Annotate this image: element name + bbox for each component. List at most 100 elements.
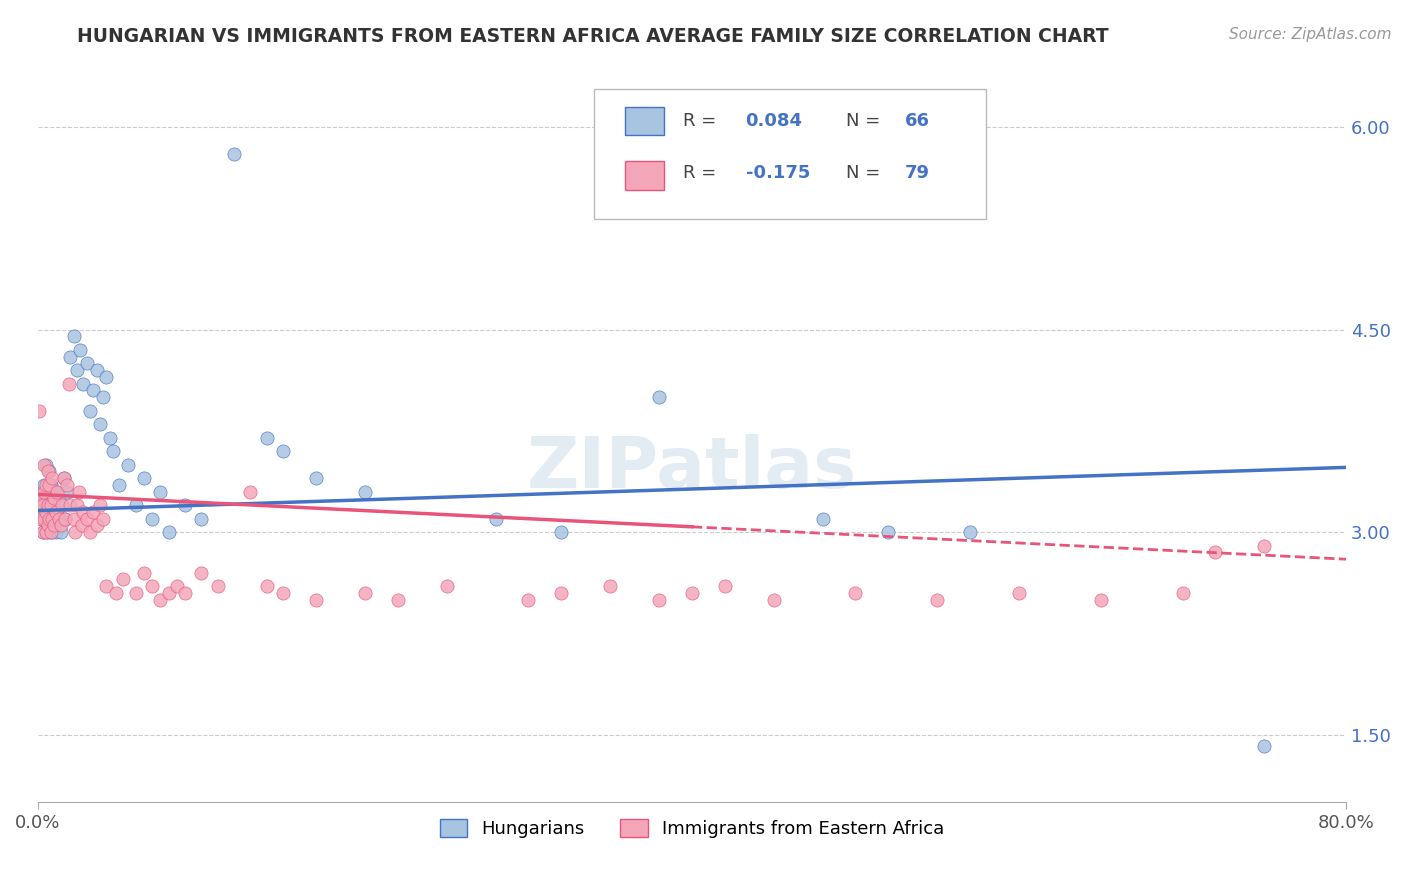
Point: [599, 579, 621, 593]
Point: [72, 376, 94, 391]
Point: [66, 363, 89, 377]
Point: [35, 505, 58, 519]
Point: [45, 505, 67, 519]
Point: [681, 586, 703, 600]
Point: [82, 505, 104, 519]
Bar: [626, 107, 665, 136]
Point: [39, 478, 62, 492]
Point: [927, 592, 949, 607]
Point: [256, 579, 278, 593]
Point: [58, 376, 80, 391]
Point: [72, 505, 94, 519]
Point: [35, 525, 58, 540]
Point: [56, 478, 79, 492]
Point: [67, 484, 90, 499]
Point: [157, 586, 180, 600]
Point: [648, 390, 671, 404]
Point: [648, 592, 671, 607]
Point: [42, 518, 65, 533]
Point: [30, 512, 52, 526]
Point: [38, 465, 60, 479]
Point: [30, 491, 52, 506]
Point: [31, 525, 53, 540]
Point: [877, 525, 900, 540]
Point: [353, 484, 375, 499]
Point: [91, 512, 114, 526]
Point: [1204, 545, 1226, 559]
Point: [96, 579, 118, 593]
Point: [157, 525, 180, 540]
Point: [51, 498, 73, 512]
Point: [30, 484, 52, 499]
Point: [37, 465, 59, 479]
Point: [39, 512, 62, 526]
Point: [1253, 739, 1275, 753]
Point: [256, 431, 278, 445]
Point: [1090, 592, 1112, 607]
Point: [38, 525, 60, 540]
Point: [37, 512, 59, 526]
Point: [111, 573, 134, 587]
Point: [49, 525, 72, 540]
Point: [41, 471, 63, 485]
Point: [1253, 539, 1275, 553]
Point: [62, 329, 84, 343]
Point: [32, 458, 55, 472]
Point: [550, 586, 572, 600]
Point: [149, 592, 172, 607]
Text: 0.084: 0.084: [745, 112, 803, 129]
Point: [132, 471, 155, 485]
Point: [959, 525, 981, 540]
Point: [37, 518, 59, 533]
Point: [141, 512, 163, 526]
Point: [65, 525, 87, 540]
Point: [91, 390, 114, 404]
Point: [45, 505, 67, 519]
Point: [79, 403, 101, 417]
Point: [39, 498, 62, 512]
Point: [125, 586, 148, 600]
Point: [713, 579, 735, 593]
Point: [41, 525, 63, 540]
FancyBboxPatch shape: [593, 89, 987, 219]
Point: [32, 505, 55, 519]
Text: N =: N =: [846, 163, 886, 182]
Point: [86, 518, 108, 533]
Point: [222, 147, 245, 161]
Point: [485, 512, 508, 526]
Point: [35, 478, 58, 492]
Point: [31, 525, 53, 540]
Point: [42, 491, 65, 506]
Text: Source: ZipAtlas.com: Source: ZipAtlas.com: [1229, 27, 1392, 42]
Point: [76, 512, 98, 526]
Point: [28, 403, 51, 417]
Point: [89, 417, 111, 432]
Point: [31, 498, 53, 512]
Point: [132, 566, 155, 580]
Point: [37, 498, 59, 512]
Point: [62, 512, 84, 526]
Point: [762, 592, 785, 607]
Point: [49, 518, 72, 533]
Point: [42, 484, 65, 499]
Point: [32, 484, 55, 499]
Text: N =: N =: [846, 112, 886, 129]
Text: R =: R =: [683, 163, 721, 182]
Point: [31, 498, 53, 512]
Point: [271, 586, 294, 600]
Point: [39, 525, 62, 540]
Point: [30, 512, 52, 526]
Point: [98, 431, 121, 445]
Point: [844, 586, 866, 600]
Point: [32, 478, 55, 492]
Point: [41, 498, 63, 512]
Point: [48, 512, 70, 526]
Point: [59, 350, 82, 364]
Point: [166, 579, 188, 593]
Legend: Hungarians, Immigrants from Eastern Africa: Hungarians, Immigrants from Eastern Afri…: [433, 812, 952, 846]
Point: [56, 484, 79, 499]
Point: [35, 525, 58, 540]
Point: [76, 356, 98, 370]
Point: [32, 512, 55, 526]
Text: 66: 66: [905, 112, 931, 129]
